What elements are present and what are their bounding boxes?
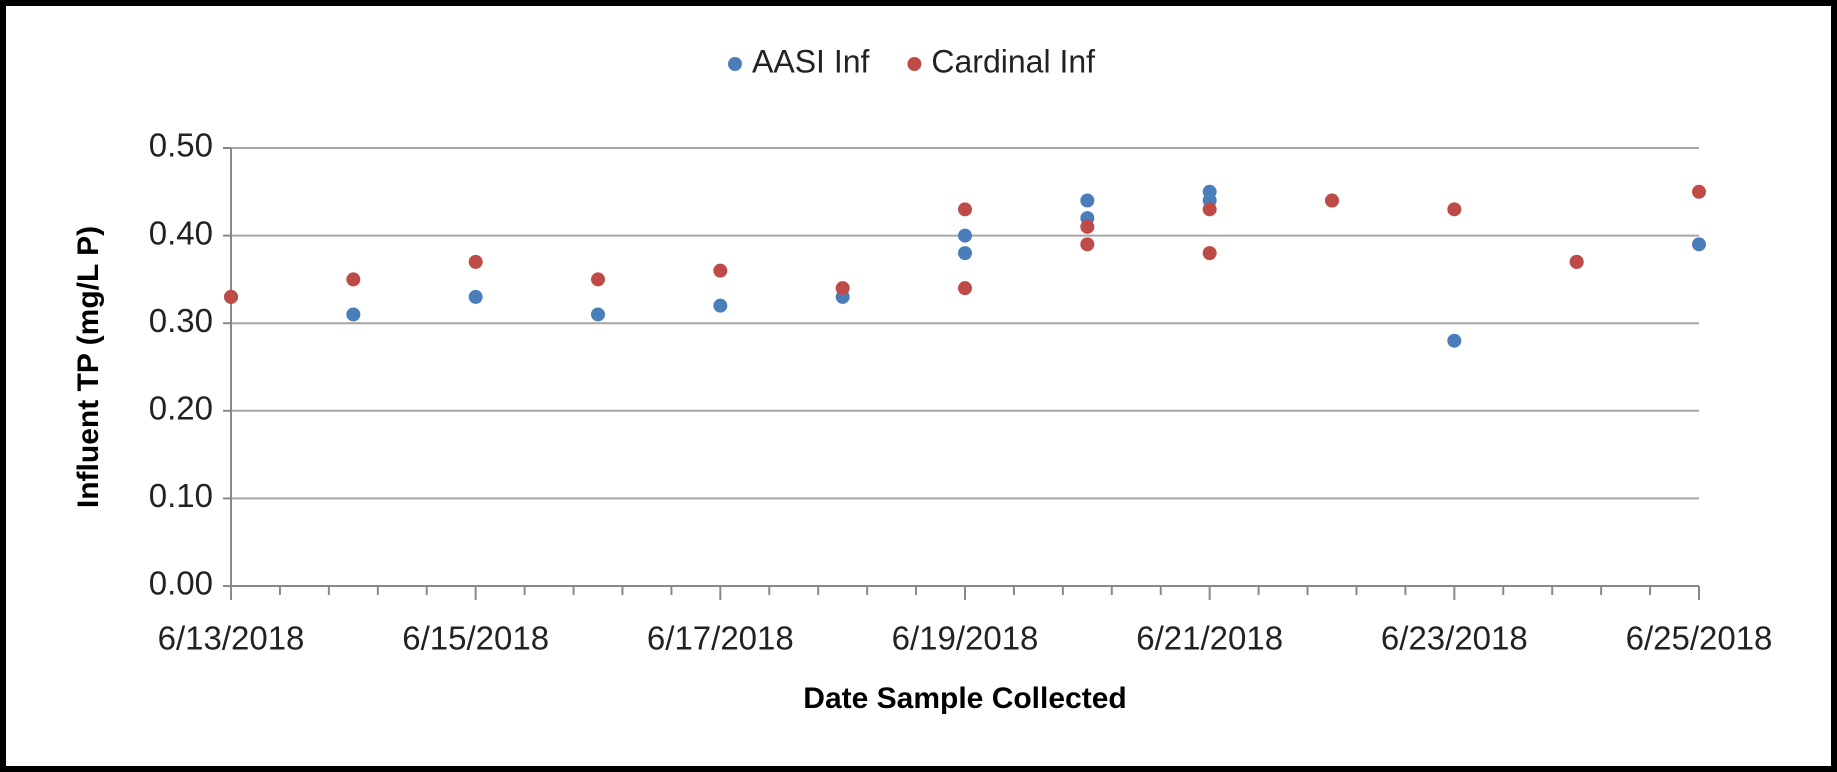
point (835, 281, 850, 296)
point (713, 263, 728, 278)
legend-label: Cardinal Inf (931, 43, 1095, 79)
legend-marker (728, 57, 742, 71)
x-tick-label: 6/17/2018 (647, 620, 794, 657)
y-tick-label: 0.20 (149, 390, 213, 427)
point (1080, 237, 1095, 252)
point (1325, 193, 1339, 208)
point (1080, 219, 1095, 234)
point (1447, 333, 1462, 348)
point (346, 307, 361, 322)
y-axis-title: Influent TP (mg/L P) (72, 226, 105, 508)
x-tick-label: 6/13/2018 (158, 620, 305, 657)
x-tick-label: 6/15/2018 (402, 620, 549, 657)
y-tick-label: 0.00 (149, 565, 213, 602)
point (958, 228, 972, 243)
x-tick-label: 6/23/2018 (1381, 620, 1528, 657)
point (346, 272, 361, 287)
legend-label: AASI Inf (752, 43, 870, 79)
point (224, 289, 238, 304)
point (468, 254, 483, 269)
x-axis-title: Date Sample Collected (803, 682, 1126, 715)
point (958, 246, 972, 261)
point (958, 281, 972, 296)
x-tick-label: 6/25/2018 (1626, 620, 1773, 657)
point (713, 298, 728, 313)
x-tick-label: 6/19/2018 (892, 620, 1039, 657)
point (958, 202, 972, 217)
point (1447, 202, 1462, 217)
point (1692, 184, 1706, 199)
point (1080, 193, 1095, 208)
point (591, 272, 605, 287)
y-tick-label: 0.10 (149, 477, 213, 514)
point (591, 307, 605, 322)
legend-marker (907, 57, 922, 71)
point (1569, 254, 1584, 269)
x-tick-label: 6/21/2018 (1136, 620, 1283, 657)
y-tick-label: 0.40 (149, 214, 213, 251)
y-tick-label: 0.50 (149, 127, 213, 164)
point (1692, 237, 1706, 252)
y-tick-label: 0.30 (149, 302, 213, 339)
point (1202, 246, 1217, 261)
point (1202, 202, 1217, 217)
point (468, 289, 483, 304)
